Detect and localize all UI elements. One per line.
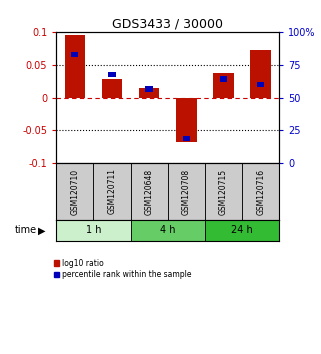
Text: GSM120648: GSM120648 (145, 169, 154, 215)
Text: GSM120711: GSM120711 (108, 169, 117, 215)
Bar (176, 97, 196, 142)
Bar (56, 220, 131, 241)
Bar (257, 82, 265, 87)
Bar (205, 163, 242, 220)
Bar (65, 35, 85, 97)
Bar (131, 163, 168, 220)
Text: 1 h: 1 h (86, 225, 101, 235)
Bar (108, 72, 116, 77)
Legend: log10 ratio, percentile rank within the sample: log10 ratio, percentile rank within the … (54, 259, 192, 279)
Text: 4 h: 4 h (160, 225, 176, 235)
Bar (131, 220, 205, 241)
Bar (183, 136, 190, 142)
Bar (139, 88, 159, 97)
Bar (102, 79, 122, 97)
Text: GSM120715: GSM120715 (219, 169, 228, 215)
Bar (220, 76, 227, 82)
Text: GSM120708: GSM120708 (182, 169, 191, 215)
Bar (250, 50, 271, 97)
Bar (168, 163, 205, 220)
Text: 24 h: 24 h (231, 225, 253, 235)
Text: GSM120716: GSM120716 (256, 169, 265, 215)
Bar (242, 163, 279, 220)
Text: time: time (14, 225, 37, 235)
Title: GDS3433 / 30000: GDS3433 / 30000 (112, 18, 223, 31)
Bar (93, 163, 131, 220)
Bar (145, 86, 153, 92)
Text: GSM120710: GSM120710 (70, 169, 79, 215)
Bar (213, 73, 234, 97)
Bar (71, 52, 78, 57)
Bar (56, 163, 93, 220)
Text: ▶: ▶ (38, 225, 46, 235)
Bar (205, 220, 279, 241)
